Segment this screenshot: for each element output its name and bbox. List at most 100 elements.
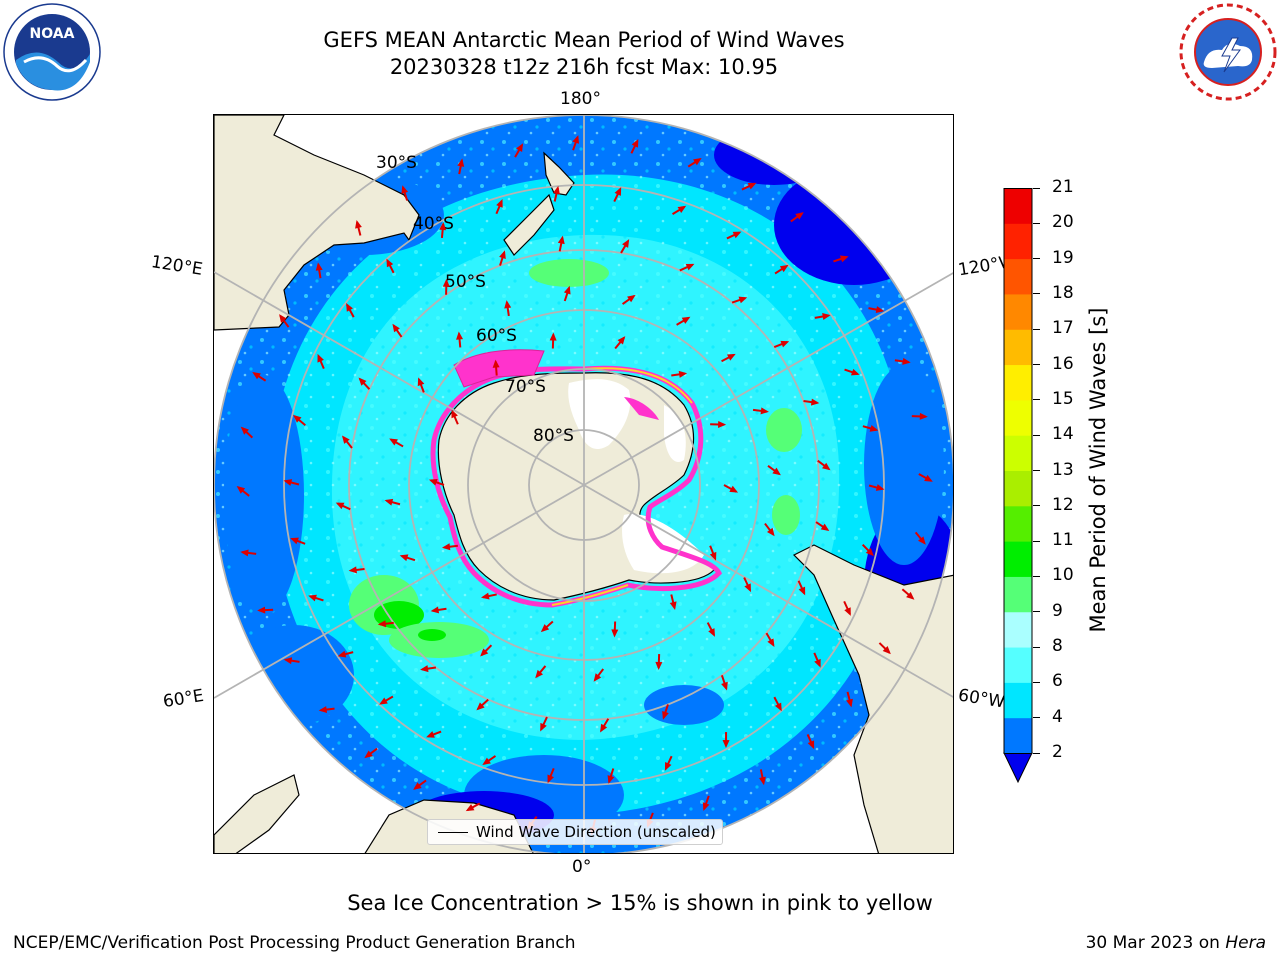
colorbar-segment <box>1004 435 1032 471</box>
wind-wave-arrowhead <box>758 776 766 786</box>
wind-wave-arrowhead <box>553 185 560 195</box>
wind-wave-arrowhead <box>655 661 663 671</box>
wind-wave-arrowhead <box>389 438 398 446</box>
wind-wave-arrowhead <box>535 669 544 679</box>
wind-wave-arrowhead <box>308 594 317 602</box>
wind-wave-arrowhead <box>798 586 806 596</box>
wind-wave-arrowhead <box>257 606 266 614</box>
lat-label-40s: 40°S <box>413 214 454 234</box>
wind-wave-arrowhead <box>924 474 933 482</box>
legend-line-swatch <box>438 832 468 833</box>
footer-machine: Hera <box>1225 933 1266 953</box>
map-panel: 30°S 40°S 50°S 60°S 70°S 80°S <box>213 114 954 854</box>
wind-wave-arrowhead <box>428 478 438 486</box>
wind-wave-arrowhead <box>814 658 821 668</box>
wind-wave-arrowhead <box>377 620 387 628</box>
colorbar-tick-mark <box>1033 575 1040 577</box>
colorbar-tick-label: 16 <box>1052 353 1074 374</box>
wind-wave-arrowhead <box>348 566 357 574</box>
colorbar-tick-mark <box>1033 752 1040 754</box>
colorbar-segment <box>1004 541 1032 577</box>
wind-wave-arrowhead <box>918 536 926 545</box>
wind-wave-arrowhead <box>738 296 748 304</box>
wind-wave-arrowhead <box>341 435 350 444</box>
wind-wave-arrowhead <box>540 722 547 732</box>
colorbar-tick-label: 20 <box>1052 212 1074 233</box>
footer-credit: NCEP/EMC/Verification Post Processing Pr… <box>13 933 576 953</box>
wind-wave-arrowhead <box>614 187 622 196</box>
colorbar-tick-label: 12 <box>1052 494 1074 515</box>
wind-wave-arrowhead <box>516 143 524 152</box>
footer-date-text: 30 Mar 2023 on <box>1085 933 1226 953</box>
wind-wave-arrowhead <box>413 782 422 790</box>
wind-wave-arrowhead <box>820 523 830 531</box>
wind-wave-arrowhead <box>315 262 323 271</box>
wind-wave-arrowhead <box>441 543 451 551</box>
wind-wave-arrowhead <box>810 398 820 406</box>
colorbar-tick-mark <box>1033 434 1040 436</box>
wind-wave-arrowhead <box>693 157 702 166</box>
land-new-zealand-south <box>503 193 555 256</box>
colorbar-segment <box>1004 364 1032 401</box>
wind-wave-arrowhead <box>457 158 465 167</box>
colorbar-tick-mark <box>1033 470 1040 471</box>
colorbar-segment <box>1004 399 1032 436</box>
wind-wave-arrowhead <box>593 673 602 682</box>
wind-wave-arrowhead <box>492 359 500 368</box>
land-south-america <box>792 544 953 853</box>
wind-wave-arrowhead <box>766 527 775 537</box>
land-madagascar <box>214 774 300 853</box>
graticule <box>214 115 953 853</box>
wind-wave-arrowhead <box>600 723 608 733</box>
wind-wave-arrowhead <box>482 757 491 766</box>
wind-wave-arrowhead <box>744 583 751 593</box>
wind-wave-arrowhead <box>335 502 345 510</box>
wind-wave-arrowhead <box>439 222 447 231</box>
wind-wave-arrowhead <box>355 220 362 229</box>
wind-wave-arrowhead <box>681 316 691 324</box>
lon-label-top: 180° <box>560 89 601 109</box>
wind-wave-arrowhead <box>430 606 440 614</box>
colorbar-tick-label: 11 <box>1052 530 1074 551</box>
colorbar-segment <box>1004 647 1032 683</box>
colorbar-tick-mark <box>1033 646 1040 648</box>
wind-wave-arrowhead <box>557 235 565 245</box>
colorbar-tick-mark <box>1033 328 1040 330</box>
wind-wave-arrowhead <box>772 467 781 476</box>
lon-label-lower-right: 60°W <box>956 685 1007 713</box>
wind-wave-arrowhead <box>822 462 831 471</box>
wind-wave-arrowhead <box>865 547 874 557</box>
wind-wave-arrowhead <box>622 239 630 248</box>
wind-wave-arrowhead <box>465 804 475 812</box>
wind-wave-arrowhead <box>236 485 246 494</box>
wind-wave-arrowhead <box>549 332 557 341</box>
legend-label: Wind Wave Direction (unscaled) <box>476 823 716 841</box>
colorbar <box>1003 188 1033 783</box>
colorbar-tick-mark <box>1033 505 1040 507</box>
wind-wave-arrowhead <box>617 336 626 345</box>
wind-wave-arrowhead <box>547 774 554 784</box>
colorbar-segment <box>1004 470 1032 507</box>
wind-wave-arrowhead <box>252 371 261 380</box>
colorbar-tick-label: 9 <box>1052 600 1063 621</box>
colorbar-segment <box>1004 682 1032 719</box>
wind-wave-arrowhead <box>795 212 804 220</box>
colorbar-label: Mean Period of Wind Waves [s] <box>1086 307 1110 633</box>
nws-logo <box>1179 3 1277 101</box>
colorbar-segment <box>1004 505 1032 542</box>
wind-wave-arrowhead <box>384 498 394 506</box>
wind-wave-arrowhead <box>677 205 687 213</box>
wind-wave-arrowhead <box>702 802 710 811</box>
colorbar-tick-mark <box>1033 717 1040 719</box>
wind-wave-arrowhead <box>685 263 695 271</box>
wind-wave-arrowhead <box>722 740 730 749</box>
wind-wave-arrowhead <box>767 638 775 647</box>
colorbar-segment <box>1004 258 1032 295</box>
legend: Wind Wave Direction (unscaled) <box>427 819 723 845</box>
chart-subtitle: 20230328 t12z 216h fcst Max: 10.95 <box>389 55 779 79</box>
wind-wave-arrowhead <box>902 357 911 365</box>
colorbar-segment <box>1004 611 1032 648</box>
wind-wave-arrowhead <box>875 484 885 491</box>
wind-wave-arrowhead <box>337 650 347 658</box>
wind-wave-arrowhead <box>747 182 757 190</box>
